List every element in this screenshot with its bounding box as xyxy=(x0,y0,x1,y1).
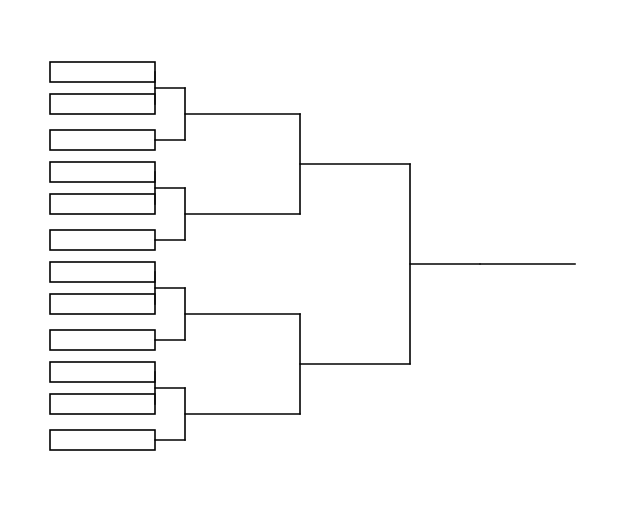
slot-box xyxy=(50,294,155,314)
slot-box xyxy=(50,94,155,114)
slot-box xyxy=(50,362,155,382)
slot-box xyxy=(50,262,155,282)
slot-box xyxy=(50,162,155,182)
slot-box xyxy=(50,62,155,82)
slot-box xyxy=(50,430,155,450)
slot-box xyxy=(50,330,155,350)
slot-box xyxy=(50,230,155,250)
slot-box xyxy=(50,194,155,214)
tournament-bracket xyxy=(0,0,626,522)
slot-box xyxy=(50,394,155,414)
slot-box xyxy=(50,130,155,150)
